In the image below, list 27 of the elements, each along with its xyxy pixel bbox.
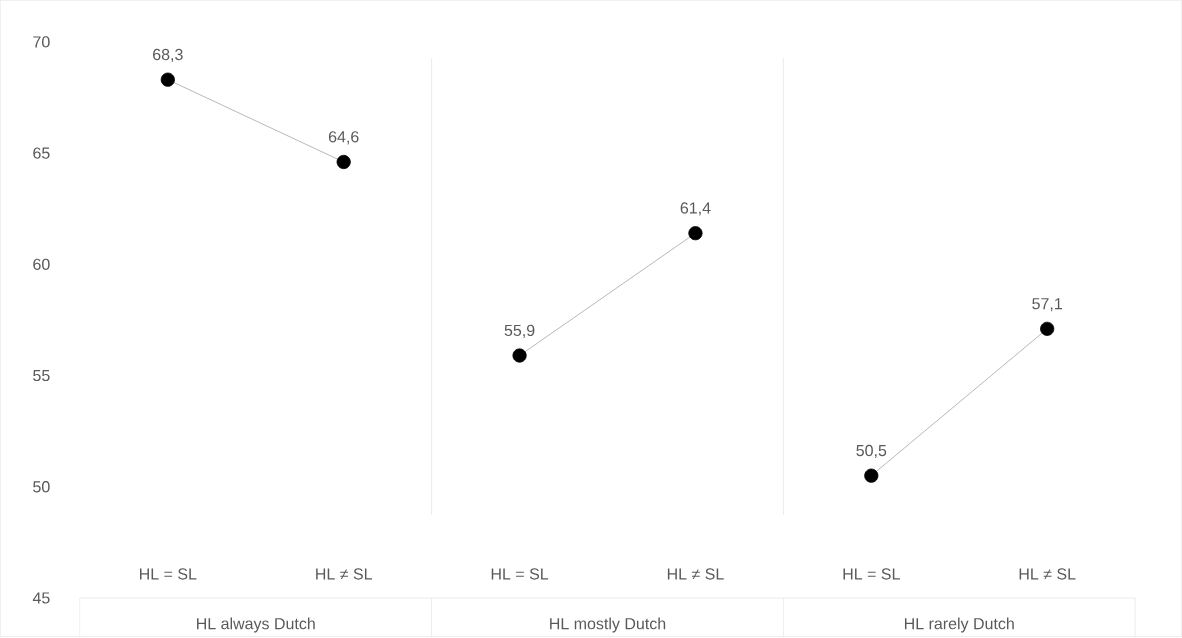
text: HL always Dutch	[197, 617, 315, 633]
x-tick-label: HL = SL	[491, 568, 549, 580]
point	[160, 72, 175, 87]
y-tick-label: 55	[33, 370, 50, 382]
y-tick-label: 50	[33, 481, 50, 493]
point	[336, 155, 351, 170]
y-tick-label: 70	[33, 36, 50, 48]
data-label: 68,3	[153, 48, 183, 63]
point	[688, 226, 703, 241]
text: HL rarely Dutch	[904, 617, 1014, 633]
data-label: 64,6	[328, 131, 359, 145]
y-tick-label: 60	[33, 258, 50, 271]
data-label: 50,5	[856, 444, 887, 459]
x-tick-label: HL ≠ SL	[316, 568, 372, 580]
x-tick-label: HL = SL	[140, 568, 197, 580]
y-tick-label: 65	[33, 147, 50, 159]
point	[1040, 321, 1055, 336]
data-label: 57,1	[1032, 298, 1062, 312]
x-tick-label: HL ≠ SL	[1019, 568, 1076, 580]
point	[864, 468, 879, 483]
text: HL mostly Dutch	[550, 617, 666, 633]
y-tick-label: 45	[32, 592, 50, 604]
data-label: 61,4	[680, 202, 711, 216]
point	[512, 348, 527, 363]
data-label: 55,9	[504, 324, 535, 339]
x-tick-label: HL = SL	[843, 568, 900, 580]
x-tick-label: HL ≠ SL	[667, 568, 724, 580]
